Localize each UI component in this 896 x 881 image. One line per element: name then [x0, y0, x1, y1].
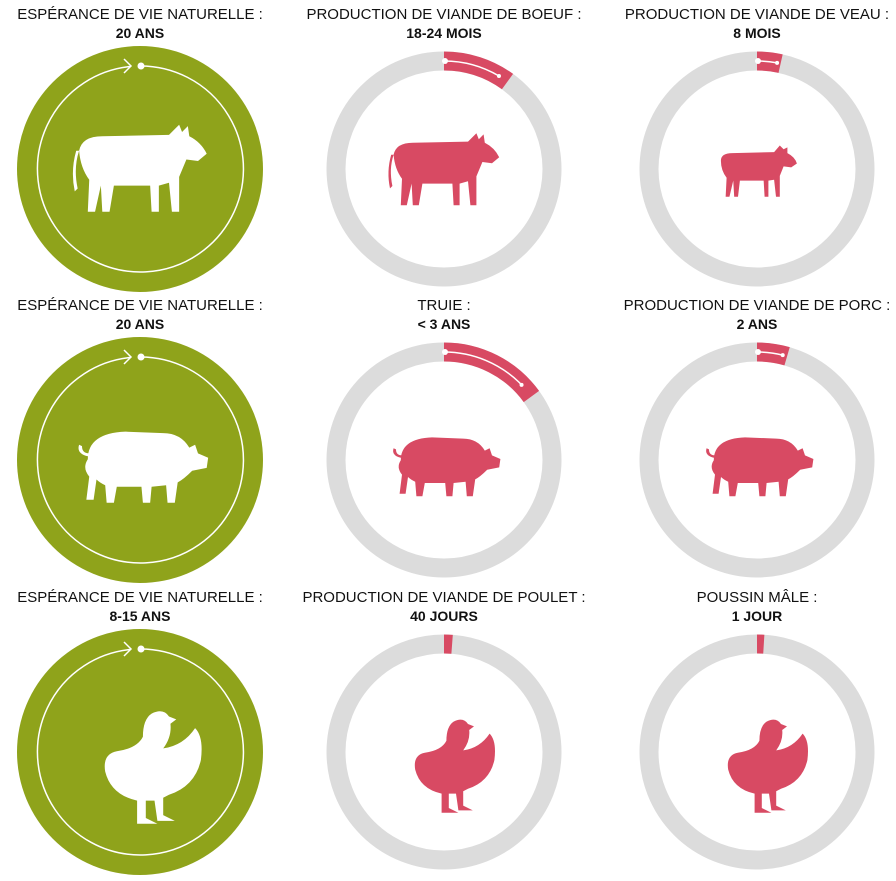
ring-progress [443, 342, 540, 403]
arrow-head-icon [123, 58, 133, 74]
panel-value: 8 MOIS [733, 25, 781, 41]
chicken-icon [414, 719, 495, 813]
panel-calf-ring: PRODUCTION DE VIANDE DE VEAU : 8 MOIS [607, 6, 896, 294]
cow-icon [388, 133, 500, 206]
gauge [17, 337, 263, 583]
panel-title: ESPÉRANCE DE VIE NATURELLE : [17, 589, 263, 606]
chicken-icon [727, 719, 808, 813]
gauge [639, 634, 875, 870]
panel-value: 1 JOUR [731, 608, 783, 624]
panel-title: ESPÉRANCE DE VIE NATURELLE : [17, 6, 263, 23]
panel-cow-lifespan: ESPÉRANCE DE VIE NATURELLE : 20 ANS [0, 6, 290, 294]
gauge [639, 51, 875, 287]
gauge [326, 51, 562, 287]
gauge [639, 342, 875, 578]
arrow-head-icon [775, 60, 780, 65]
panel-title: PRODUCTION DE VIANDE DE POULET : [302, 589, 586, 606]
gauge [326, 634, 562, 870]
panel-title: PRODUCTION DE VIANDE DE BOEUF : [306, 6, 582, 23]
ring-progress [443, 51, 514, 90]
arrow-head-icon [123, 349, 133, 365]
panel-title: PRODUCTION DE VIANDE DE VEAU : [624, 6, 890, 23]
panel-pig-ring: PRODUCTION DE VIANDE DE PORC : 2 ANS [607, 297, 896, 585]
chicken-icon [104, 711, 202, 824]
panel-value: 8-15 ANS [109, 608, 171, 624]
start-dot [137, 62, 145, 70]
panel-value: 40 JOURS [410, 608, 478, 624]
panel-title: ESPÉRANCE DE VIE NATURELLE : [17, 297, 263, 314]
pig-icon [706, 437, 814, 497]
start-dot [442, 349, 448, 355]
gauge [17, 629, 263, 875]
lifespan-arc [36, 356, 245, 564]
pig-icon [78, 431, 209, 503]
lifespan-arc [36, 648, 245, 856]
panel-value: 2 ANS [736, 316, 778, 332]
panel-chicken-ring: PRODUCTION DE VIANDE DE POULET : 40 JOURS [294, 589, 594, 877]
gauge [326, 342, 562, 578]
progress-arrow [443, 351, 523, 386]
panel-value: 20 ANS [115, 25, 165, 41]
panel-title: PRODUCTION DE VIANDE DE PORC : [623, 297, 891, 314]
panel-chicken-lifespan: ESPÉRANCE DE VIE NATURELLE : 8-15 ANS [0, 589, 290, 877]
cow-icon [72, 124, 207, 212]
pig-icon [393, 437, 501, 497]
start-dot [755, 58, 761, 64]
panel-value: 20 ANS [115, 316, 165, 332]
arrow-head-icon [519, 382, 524, 387]
panel-value: < 3 ANS [417, 316, 471, 332]
panel-pig-lifespan: ESPÉRANCE DE VIE NATURELLE : 20 ANS [0, 297, 290, 585]
arrow-head-icon [780, 353, 785, 358]
panel-title: POUSSIN MÂLE : [696, 589, 818, 606]
panel-chicken-ring: POUSSIN MÂLE : 1 JOUR [607, 589, 896, 877]
progress-arrow [443, 60, 500, 77]
start-dot [137, 353, 145, 361]
start-dot [442, 58, 448, 64]
panel-value: 18-24 MOIS [406, 25, 482, 41]
panel-pig-ring: TRUIE : < 3 ANS [294, 297, 594, 585]
lifespan-arc [36, 65, 245, 273]
start-dot [137, 645, 145, 653]
calf-icon [720, 145, 797, 197]
panel-title: TRUIE : [417, 297, 471, 314]
arrow-head-icon [496, 74, 501, 79]
gauge [17, 46, 263, 292]
panel-cow-ring: PRODUCTION DE VIANDE DE BOEUF : 18-24 MOI… [294, 6, 594, 294]
arrow-head-icon [123, 641, 133, 657]
start-dot [755, 349, 761, 355]
